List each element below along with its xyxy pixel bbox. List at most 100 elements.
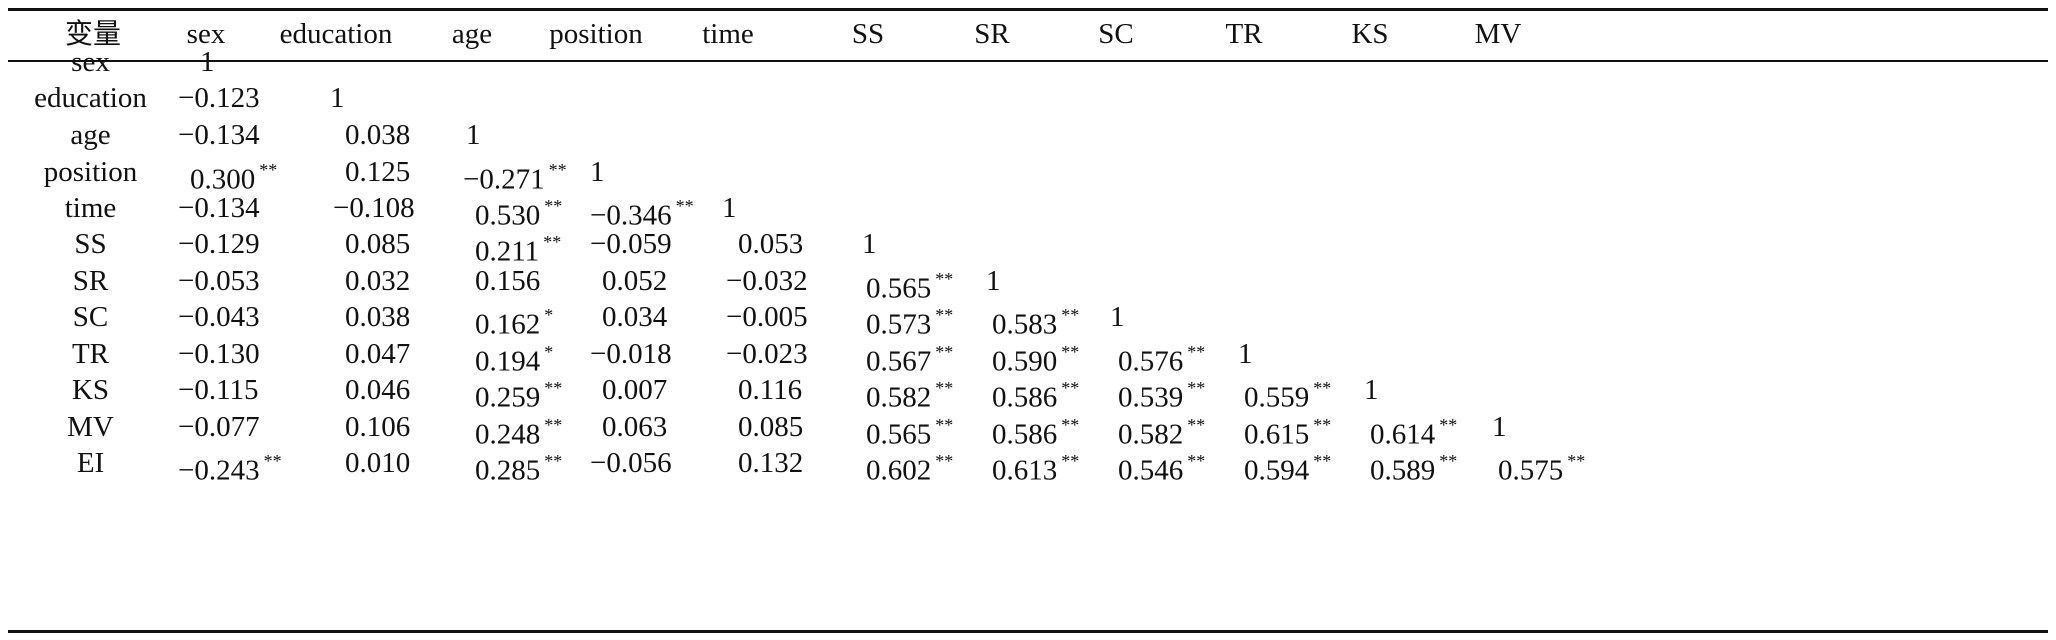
cell-value: 1 [986, 265, 1001, 297]
cell-value: 0.032 [345, 265, 411, 297]
cell-value: 0.162 [475, 308, 541, 341]
table-cell: 0.586 ** [992, 370, 1079, 414]
cell-value: −0.129 [178, 228, 260, 260]
table-cell: −0.005 [726, 297, 808, 337]
top-rule [8, 8, 2048, 11]
cell-value: 0.615 [1244, 418, 1310, 451]
cell-value: 0.559 [1244, 381, 1310, 414]
significance-marker: ** [1313, 378, 1332, 398]
cell-value: 1 [862, 228, 877, 260]
cell-value: 0.576 [1118, 345, 1184, 378]
significance-marker: ** [1061, 451, 1080, 471]
table-cell: 0.594 ** [1244, 443, 1332, 487]
cell-value: −0.059 [590, 228, 672, 260]
significance-marker: ** [935, 342, 954, 362]
cell-value: 0.590 [992, 345, 1058, 378]
table-cell: 1 [1110, 297, 1125, 337]
table-cell: 0.156 [475, 261, 540, 301]
table-cell: 0.559 ** [1244, 370, 1332, 414]
table-cell: 0.614 ** [1370, 407, 1457, 451]
table-cell: 1 [1364, 370, 1379, 410]
table-cell: 0.565 ** [866, 407, 953, 451]
cell-value: 0.038 [345, 301, 411, 333]
cell-value: 0.539 [1118, 381, 1184, 414]
cell-value: 0.063 [602, 411, 668, 443]
row-label: EI [76, 447, 105, 479]
significance-marker: ** [1187, 451, 1206, 471]
row-label: SS [74, 228, 107, 260]
cell-value: 0.614 [1370, 418, 1436, 451]
cell-value: 1 [722, 192, 737, 224]
table-cell: −0.056 [590, 443, 672, 483]
significance-marker: ** [1567, 451, 1586, 471]
cell-value: 1 [466, 119, 481, 151]
column-header-age: age [451, 18, 493, 50]
cell-value: 0.106 [345, 411, 411, 443]
cell-value: 0.583 [992, 308, 1058, 341]
cell-value: 0.594 [1244, 454, 1310, 487]
cell-value: −0.108 [333, 192, 415, 224]
cell-value: 0.602 [866, 454, 932, 487]
table-cell: 0.116 [738, 370, 802, 410]
column-header-sex: sex [186, 18, 226, 50]
cell-value: −0.053 [178, 265, 260, 297]
cell-value: 0.194 [475, 345, 541, 378]
table-cell: 0.582 ** [866, 370, 953, 414]
cell-value: 0.586 [992, 418, 1058, 451]
row-label: KS [71, 374, 110, 406]
cell-value: 0.589 [1370, 454, 1436, 487]
header-rule [8, 60, 2048, 62]
column-header-tr: TR [1225, 18, 1263, 50]
column-header-ss: SS [851, 18, 885, 50]
cell-value: −0.115 [178, 374, 259, 406]
significance-marker: ** [1439, 451, 1458, 471]
column-header-education: education [279, 18, 393, 50]
significance-marker: ** [935, 451, 954, 471]
table-cell: −0.130 [178, 334, 260, 374]
significance-marker: ** [548, 160, 567, 180]
table-cell: 0.007 [602, 370, 667, 410]
cell-value: −0.032 [726, 265, 808, 297]
column-header-mv: MV [1474, 18, 1522, 50]
table-cell: 0.052 [602, 261, 667, 301]
significance-marker: ** [544, 451, 563, 471]
table-cell: −0.043 [178, 297, 260, 337]
significance-marker: * [544, 305, 554, 325]
row-label: TR [71, 338, 110, 370]
bottom-rule [8, 630, 2048, 633]
significance-marker: ** [1061, 342, 1080, 362]
cell-value: 0.300 [190, 163, 256, 196]
column-header-time: time [702, 18, 754, 50]
table-cell: 0.010 [345, 443, 410, 483]
significance-marker: ** [1061, 305, 1080, 325]
table-cell: 1 [330, 78, 345, 118]
cell-value: 0.530 [475, 199, 541, 232]
significance-marker: ** [1313, 451, 1332, 471]
table-cell: −0.123 [178, 78, 260, 118]
table-cell: 1 [1492, 407, 1507, 447]
significance-marker: ** [1187, 378, 1206, 398]
cell-value: −0.023 [726, 338, 808, 370]
cell-value: 0.565 [866, 272, 932, 305]
cell-value: 0.132 [738, 447, 804, 479]
cell-value: 0.575 [1498, 454, 1564, 487]
table-cell: 0.034 [602, 297, 667, 337]
cell-value: 1 [1492, 411, 1507, 443]
row-label: MV [67, 411, 114, 443]
significance-marker: ** [1313, 415, 1332, 435]
cell-value: 0.586 [992, 381, 1058, 414]
table-cell: 0.248 ** [475, 407, 562, 451]
cell-value: 1 [200, 46, 215, 78]
significance-marker: ** [1187, 415, 1206, 435]
cell-value: 0.259 [475, 381, 541, 414]
cell-value: 0.573 [866, 308, 932, 341]
table-cell: −0.023 [726, 334, 808, 374]
cell-value: 0.085 [345, 228, 411, 260]
cell-value: −0.271 [463, 163, 545, 196]
cell-value: −0.346 [590, 199, 672, 232]
significance-marker: ** [1061, 415, 1080, 435]
cell-value: 0.546 [1118, 454, 1184, 487]
table-cell: 0.583 ** [992, 297, 1080, 341]
table-cell: 0.590 ** [992, 334, 1080, 378]
table-cell: 0.053 [738, 224, 803, 264]
